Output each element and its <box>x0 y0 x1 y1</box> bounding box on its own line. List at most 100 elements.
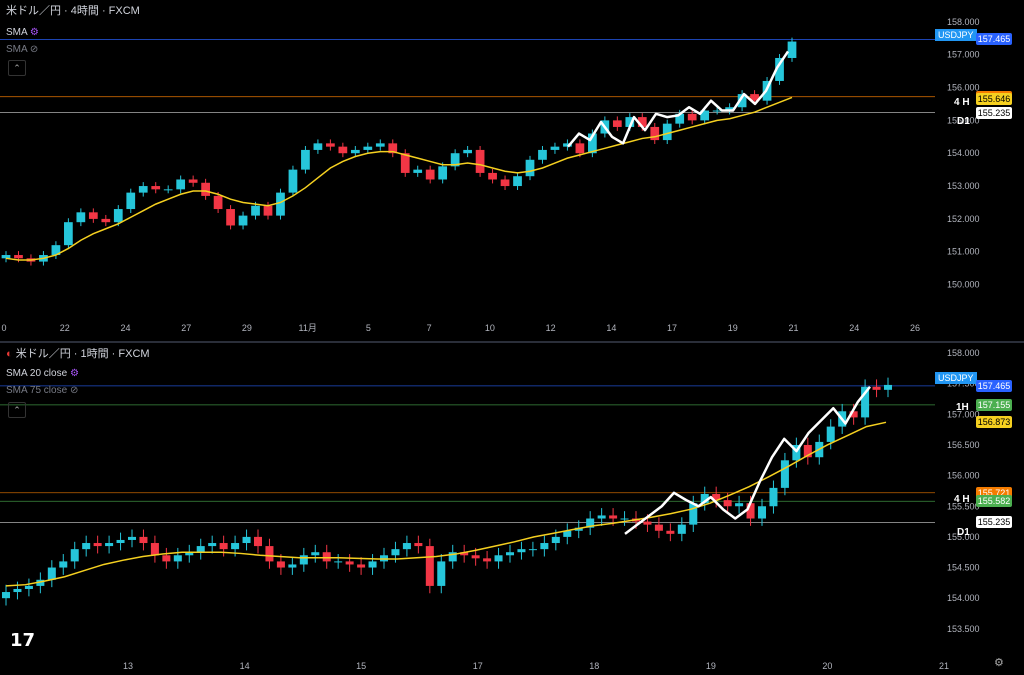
chart-title: ◐ 米ドル／円 · 1時間 · FXCM <box>6 348 150 361</box>
sma-legend[interactable]: SMA ⚙ <box>6 26 140 39</box>
candle-body <box>517 549 526 553</box>
candle-body <box>345 561 354 565</box>
candle-body <box>226 209 235 226</box>
candle-body <box>150 543 159 556</box>
candle-body <box>93 543 102 547</box>
settings-icon[interactable]: ⚙ <box>29 27 39 38</box>
sma2-legend[interactable]: SMA 75 close ⊘ <box>6 384 150 397</box>
candle-body <box>24 585 33 589</box>
candle-body <box>525 159 535 177</box>
candle-body <box>213 195 223 210</box>
candle-body <box>463 149 472 154</box>
candle-body <box>162 555 171 562</box>
x-tick-label: 12 <box>546 323 556 333</box>
chart-pane-4h[interactable]: 150.000 151.000 152.000 153.000 154.000 155.0… <box>0 0 1024 341</box>
price-tag: 157.465 <box>976 379 1012 392</box>
sma-line <box>5 421 887 587</box>
chart-canvas-4h[interactable]: 150.000 151.000 152.000 153.000 154.000 155.0… <box>0 0 1024 341</box>
candle-body <box>620 518 629 520</box>
candle-body <box>196 546 205 553</box>
candle-body <box>750 94 759 101</box>
tradingview-logo: 17 <box>10 630 36 651</box>
chart-title-text: 米ドル／円 · 1時間 · FXCM <box>15 348 150 360</box>
candle-body <box>138 186 148 193</box>
candle-body <box>588 133 597 154</box>
candle-body <box>883 384 893 390</box>
y-tick-label: 150.000 <box>947 280 980 290</box>
price-tag: 155.235 <box>976 106 1012 119</box>
candle-body <box>64 222 73 246</box>
candle-body <box>47 567 56 580</box>
chevron-up-icon: ⌃ <box>13 405 21 415</box>
candle-body <box>687 113 697 121</box>
candle-body <box>334 561 343 563</box>
candle-body <box>36 579 45 586</box>
candle-body <box>448 552 457 562</box>
collapse-legend-button[interactable]: ⌃ <box>8 402 26 418</box>
symbol-badge: USDJPY <box>935 372 977 384</box>
candle-body <box>586 518 595 528</box>
chart-pane-1h[interactable]: 153.500 154.000 154.500 155.000 155.500 156.0… <box>0 341 1024 675</box>
candle-body <box>173 555 182 562</box>
candle-body <box>712 494 721 501</box>
candle-body <box>231 543 240 550</box>
settings-gear-icon[interactable]: ⚙ <box>994 657 1004 669</box>
price-tag: 157.155 <box>976 398 1012 411</box>
y-tick-label: 154.000 <box>947 593 980 603</box>
x-tick-label: 10 <box>485 323 495 333</box>
candle-body <box>505 552 515 556</box>
y-tick-label: 155.500 <box>947 501 980 511</box>
zigzag-annotation <box>624 385 871 535</box>
candle-body <box>238 215 248 226</box>
x-tick-label: 24 <box>849 323 859 333</box>
candle-body <box>662 123 672 141</box>
x-tick-label: 20 <box>822 661 832 671</box>
candle-body <box>201 182 210 196</box>
candle-body <box>263 205 273 216</box>
candle-body <box>769 487 778 507</box>
x-tick-label: 14 <box>606 323 616 333</box>
chart-canvas-1h[interactable]: 153.500 154.000 154.500 155.000 155.500 156.0… <box>0 343 1024 675</box>
candle-body <box>219 543 228 550</box>
candle-body <box>689 503 698 525</box>
sma2-legend[interactable]: SMA ⊘ <box>6 43 140 56</box>
y-tick-label: 157.000 <box>947 409 980 419</box>
sma-line <box>5 96 793 261</box>
candle-body <box>288 564 297 568</box>
candle-body <box>185 552 194 556</box>
tf-label-4h: 4 H <box>954 494 970 505</box>
settings-icon[interactable]: ⚙ <box>69 368 79 379</box>
candle-body <box>609 515 618 519</box>
candle-body <box>113 209 123 223</box>
candle-body <box>116 539 125 544</box>
x-tick-label: 18 <box>589 661 599 671</box>
x-tick-label: 27 <box>181 323 191 333</box>
candle-body <box>551 536 560 544</box>
y-tick-label: 155.000 <box>947 532 980 542</box>
tf-label-4h: 4 H <box>954 97 970 108</box>
candle-body <box>402 543 411 550</box>
x-tick-label: 19 <box>706 661 716 671</box>
candle-body <box>437 561 446 586</box>
candle-body <box>528 549 537 551</box>
candle-body <box>637 117 647 127</box>
zigzag-annotation <box>567 50 790 148</box>
candle-body <box>151 186 161 190</box>
candle-body <box>712 110 722 112</box>
x-tick-label: 21 <box>789 323 799 333</box>
x-tick-label: 26 <box>910 323 920 333</box>
x-tick-label: 13 <box>123 661 133 671</box>
candle-body <box>438 166 448 180</box>
candle-body <box>253 536 263 547</box>
candle-body <box>101 218 111 223</box>
collapse-legend-button[interactable]: ⌃ <box>8 60 26 76</box>
candle-body <box>872 386 881 390</box>
sma-legend[interactable]: SMA 20 close ⚙ <box>6 367 150 380</box>
x-tick-label: 0 <box>1 323 6 333</box>
x-tick-label: 17 <box>473 661 483 671</box>
candle-body <box>625 117 635 127</box>
eye-off-icon[interactable]: ⊘ <box>69 385 79 396</box>
eye-off-icon[interactable]: ⊘ <box>29 44 39 55</box>
candle-body <box>326 143 335 147</box>
x-tick-label: 17 <box>667 323 677 333</box>
